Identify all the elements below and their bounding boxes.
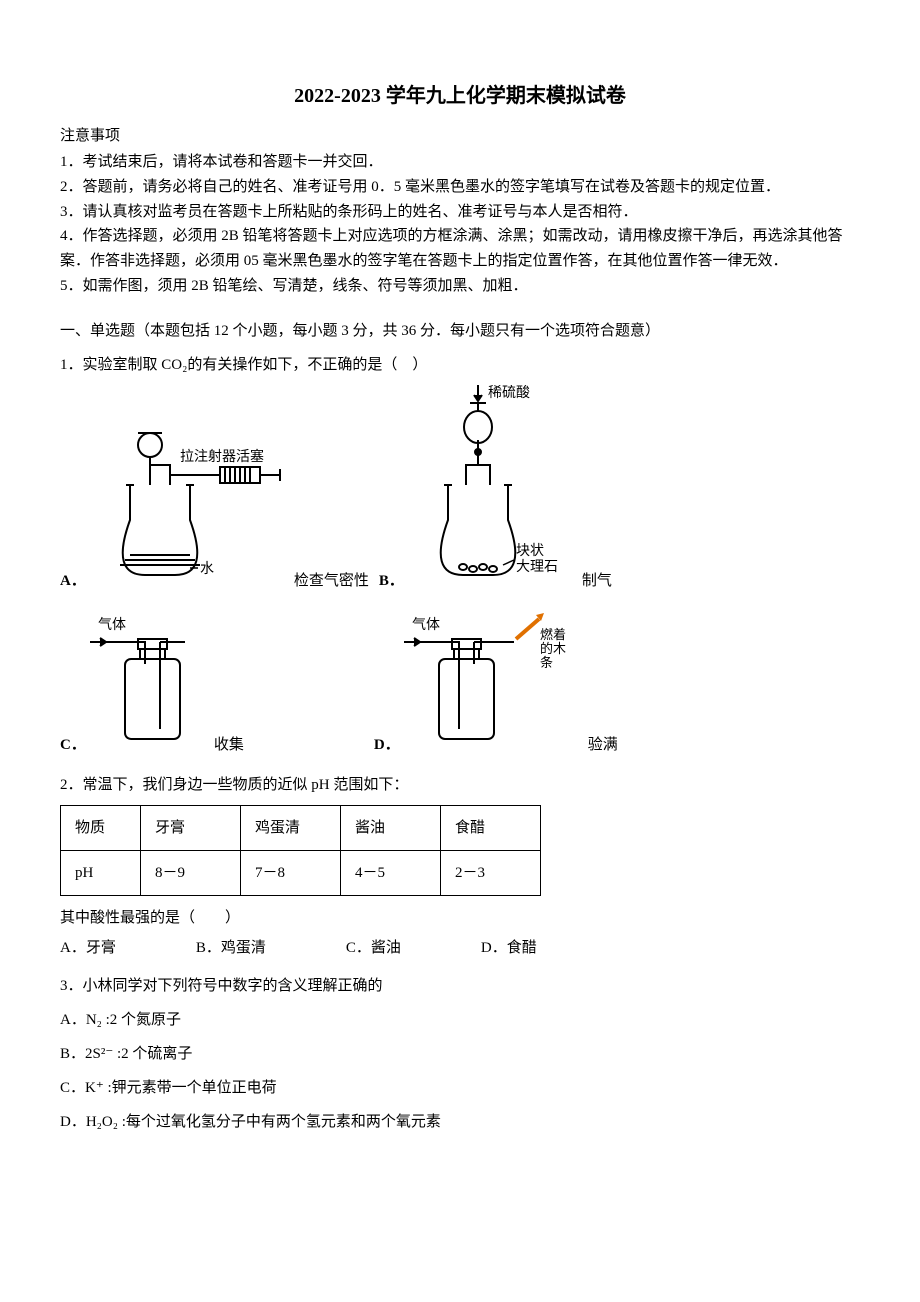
q1-option-b: B． — [379, 385, 612, 593]
question-stem: 3．小林同学对下列符号中数字的含义理解正确的 — [60, 974, 860, 998]
q2-option-d: D．食醋 — [481, 936, 537, 960]
table-cell: 2－3 — [441, 850, 541, 895]
label-acid: 稀硫酸 — [488, 385, 530, 401]
q3-option-b: B．2S²⁻ :2 个硫离子 — [60, 1042, 860, 1066]
q1-option-c: C． — [60, 609, 244, 757]
label-marble-2: 大理石 — [516, 559, 558, 575]
q1-options-row-1: A． — [60, 385, 860, 593]
q2-option-c: C．酱油 — [346, 936, 401, 960]
q3-option-d: D．H₂O₂ :每个过氧化氢分子中有两个氢元素和两个氧元素 — [60, 1110, 860, 1134]
option-letter: B． — [379, 569, 404, 593]
exam-title: 2022-2023 学年九上化学期末模拟试卷 — [60, 80, 860, 112]
diagram-flask-acid: 稀硫酸 块状 大理石 — [408, 385, 578, 593]
q1-options-row-2: C． — [60, 609, 860, 757]
table-row: pH 8－9 7－8 4－5 2－3 — [61, 850, 541, 895]
table-cell: 4－5 — [341, 850, 441, 895]
question-stem: 1．实验室制取 CO₂的有关操作如下，不正确的是（ ） — [60, 353, 860, 377]
label-splint-1: 燃着 — [540, 627, 566, 642]
notice-item: 3．请认真核对监考员在答题卡上所粘贴的条形码上的姓名、准考证号与本人是否相符． — [60, 200, 860, 225]
ph-table: 物质 牙膏 鸡蛋清 酱油 食醋 pH 8－9 7－8 4－5 2－3 — [60, 805, 541, 896]
option-d-text: 验满 — [588, 733, 618, 757]
diagram-gas-bottle-d: 气体 燃着 的木 条 — [404, 609, 584, 757]
q3-option-c: C．K⁺ :钾元素带一个单位正电荷 — [60, 1076, 860, 1100]
diagram-flask-syringe: 拉注射器活塞 水 — [90, 425, 290, 593]
notice-item: 4．作答选择题，必须用 2B 铅笔将答题卡上对应选项的方框涂满、涂黑；如需改动，… — [60, 224, 860, 274]
q3-option-a: A．N₂ :2 个氮原子 — [60, 1008, 860, 1032]
label-gas: 气体 — [412, 617, 440, 633]
label-splint-3: 条 — [540, 655, 553, 670]
option-c-text: 收集 — [214, 733, 244, 757]
table-cell: 物质 — [61, 805, 141, 850]
question-1: 1．实验室制取 CO₂的有关操作如下，不正确的是（ ） A． — [60, 353, 860, 757]
diagram-gas-bottle-c: 气体 — [90, 609, 210, 757]
label-syringe: 拉注射器活塞 — [180, 448, 264, 465]
section-heading: 一、单选题（本题包括 12 个小题，每小题 3 分，共 36 分．每小题只有一个… — [60, 319, 860, 343]
table-cell: 食醋 — [441, 805, 541, 850]
option-a-text: 检查气密性 — [294, 569, 369, 593]
table-cell: pH — [61, 850, 141, 895]
option-letter: D． — [374, 733, 400, 757]
q1-option-a: A． — [60, 425, 369, 593]
label-water: 水 — [200, 561, 214, 577]
table-cell: 酱油 — [341, 805, 441, 850]
table-cell: 牙膏 — [141, 805, 241, 850]
table-cell: 8－9 — [141, 850, 241, 895]
table-cell: 鸡蛋清 — [241, 805, 341, 850]
label-marble-1: 块状 — [516, 543, 544, 559]
q1-option-d: D． — [374, 609, 618, 757]
q2-options: A．牙膏 B．鸡蛋清 C．酱油 D．食醋 — [60, 936, 860, 960]
question-3: 3．小林同学对下列符号中数字的含义理解正确的 A．N₂ :2 个氮原子 B．2S… — [60, 974, 860, 1134]
question-stem: 2．常温下，我们身边一些物质的近似 pH 范围如下： — [60, 773, 860, 797]
question-substem: 其中酸性最强的是（ ） — [60, 906, 860, 930]
table-row: 物质 牙膏 鸡蛋清 酱油 食醋 — [61, 805, 541, 850]
q3-options: A．N₂ :2 个氮原子 B．2S²⁻ :2 个硫离子 C．K⁺ :钾元素带一个… — [60, 1008, 860, 1134]
notice-item: 2．答题前，请务必将自己的姓名、准考证号用 0．5 毫米黑色墨水的签字笔填写在试… — [60, 175, 860, 200]
notice-item: 5．如需作图，须用 2B 铅笔绘、写清楚，线条、符号等须加黑、加粗． — [60, 274, 860, 299]
q2-option-a: A．牙膏 — [60, 936, 116, 960]
option-letter: A． — [60, 569, 86, 593]
label-gas: 气体 — [98, 617, 126, 633]
notice-item: 1．考试结束后，请将本试卷和答题卡一并交回． — [60, 150, 860, 175]
option-letter: C． — [60, 733, 86, 757]
option-b-text: 制气 — [582, 569, 612, 593]
q2-option-b: B．鸡蛋清 — [196, 936, 266, 960]
table-cell: 7－8 — [241, 850, 341, 895]
notice-heading: 注意事项 — [60, 124, 860, 148]
question-2: 2．常温下，我们身边一些物质的近似 pH 范围如下： 物质 牙膏 鸡蛋清 酱油 … — [60, 773, 860, 960]
label-splint-2: 的木 — [540, 641, 566, 656]
